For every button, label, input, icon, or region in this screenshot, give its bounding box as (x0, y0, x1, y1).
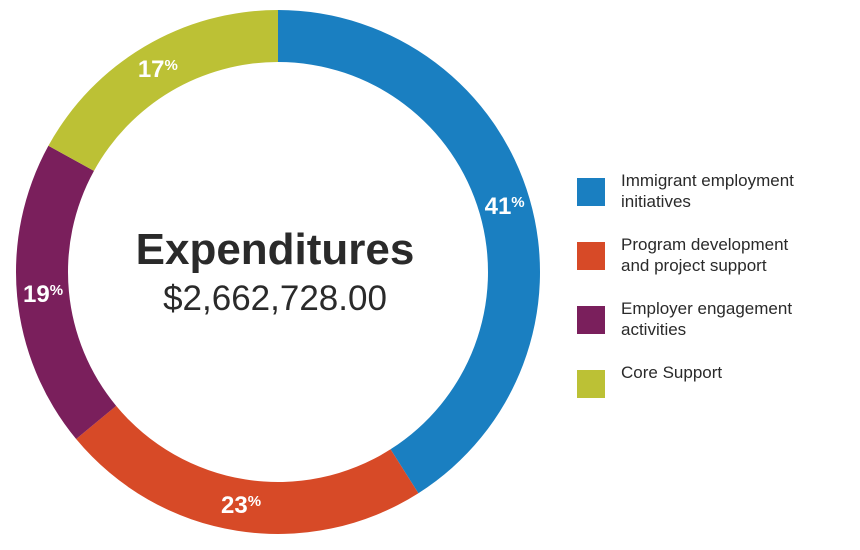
legend-label-line: initiatives (621, 192, 691, 211)
legend-label-line: and project support (621, 256, 767, 275)
legend-swatch (577, 370, 605, 398)
legend-label: Employer engagement activities (621, 298, 792, 340)
center-title: Expenditures (136, 225, 415, 274)
legend-label-line: Core Support (621, 363, 723, 382)
legend-swatch (577, 306, 605, 334)
slice-label-value: 17 (138, 56, 165, 83)
legend-item-immigrant-employment: Immigrant employment initiatives (577, 170, 847, 212)
legend-swatch (577, 242, 605, 270)
slice-label-value: 41 (485, 193, 512, 220)
legend-item-program-development: Program development and project support (577, 234, 847, 276)
legend-item-employer-engagement: Employer engagement activities (577, 298, 847, 340)
slice-core-support (48, 10, 278, 171)
slice-label-unit: % (165, 57, 178, 74)
legend-label-line: activities (621, 320, 687, 339)
legend-label-line: Program development (621, 235, 789, 254)
legend-swatch (577, 178, 605, 206)
legend-label-line: Immigrant employment (621, 171, 794, 190)
slice-label-core-support: 17% (138, 56, 178, 83)
slices-group (16, 10, 540, 534)
slice-labels-group: 41%23%19%17% (23, 56, 525, 519)
slice-label-immigrant-employment: 41% (485, 193, 525, 220)
slice-immigrant-employment (278, 10, 540, 494)
slice-employer-engagement (16, 145, 117, 440)
legend-label: Immigrant employment initiatives (621, 170, 794, 212)
legend-label-line: Employer engagement (621, 299, 793, 318)
slice-label-value: 19 (23, 281, 50, 308)
legend: Immigrant employment initiatives Program… (577, 170, 847, 420)
legend-item-core-support: Core Support (577, 362, 847, 398)
slice-program-development (76, 405, 419, 534)
legend-label: Program development and project support (621, 234, 788, 276)
slice-label-unit: % (511, 194, 524, 211)
slice-label-program-development: 23% (221, 492, 261, 519)
slice-label-unit: % (50, 282, 63, 299)
slice-label-employer-engagement: 19% (23, 281, 63, 308)
slice-label-value: 23 (221, 492, 248, 519)
slice-label-unit: % (248, 493, 261, 510)
center-amount: $2,662,728.00 (163, 279, 387, 318)
legend-label: Core Support (621, 362, 722, 383)
